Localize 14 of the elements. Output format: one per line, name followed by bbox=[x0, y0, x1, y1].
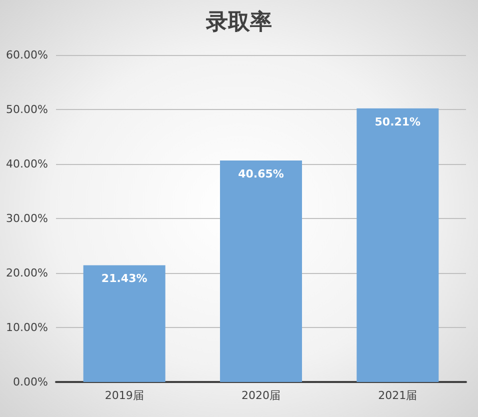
x-tick-label: 2021届 bbox=[378, 389, 418, 402]
y-tick-label: 60.00% bbox=[6, 48, 48, 62]
data-label: 40.65% bbox=[238, 167, 284, 180]
x-tick-label: 2020届 bbox=[242, 389, 280, 402]
y-tick-label: 30.00% bbox=[6, 212, 48, 225]
y-tick-label: 20.00% bbox=[6, 266, 48, 280]
y-tick-label: 0.00% bbox=[13, 376, 48, 388]
x-tick-label: 2019届 bbox=[104, 389, 144, 402]
data-label: 21.43% bbox=[101, 272, 148, 286]
chart-title: 录取率 bbox=[205, 9, 272, 35]
y-tick-label: 40.00% bbox=[6, 158, 48, 170]
y-tick-label: 50.00% bbox=[6, 103, 48, 116]
data-label: 50.21% bbox=[374, 115, 421, 128]
y-tick-label: 10.00% bbox=[6, 321, 48, 334]
